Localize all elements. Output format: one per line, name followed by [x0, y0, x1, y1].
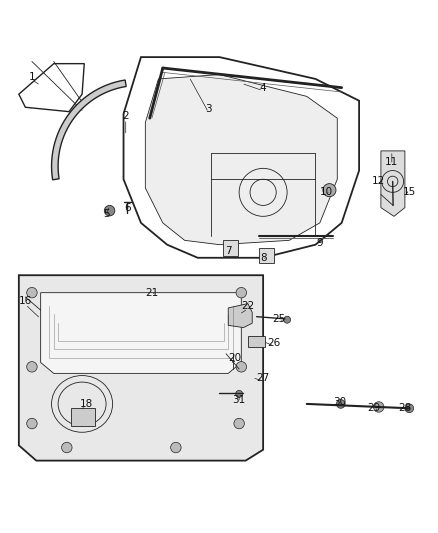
Circle shape — [283, 316, 290, 323]
Text: 20: 20 — [228, 353, 241, 363]
Circle shape — [27, 361, 37, 372]
Polygon shape — [380, 151, 404, 216]
Text: 31: 31 — [232, 394, 245, 405]
Text: 1: 1 — [28, 72, 35, 82]
Text: 8: 8 — [259, 253, 266, 263]
Text: 21: 21 — [145, 288, 158, 297]
Circle shape — [27, 287, 37, 298]
Circle shape — [404, 404, 413, 413]
Polygon shape — [51, 80, 126, 180]
Text: 5: 5 — [102, 209, 109, 219]
Text: 4: 4 — [259, 83, 266, 93]
Text: 16: 16 — [19, 296, 32, 306]
Text: 25: 25 — [271, 314, 284, 324]
Text: 26: 26 — [267, 338, 280, 348]
Text: 15: 15 — [402, 187, 415, 197]
Text: 27: 27 — [256, 373, 269, 383]
Text: 18: 18 — [80, 399, 93, 409]
Bar — [71, 408, 95, 426]
Circle shape — [373, 402, 383, 412]
Polygon shape — [145, 75, 336, 245]
Text: 28: 28 — [397, 403, 410, 413]
Polygon shape — [228, 304, 252, 328]
Text: 10: 10 — [319, 187, 332, 197]
Bar — [222, 240, 238, 256]
Circle shape — [233, 418, 244, 429]
Text: 22: 22 — [240, 301, 254, 311]
Circle shape — [322, 183, 335, 197]
Circle shape — [27, 418, 37, 429]
Text: 2: 2 — [122, 111, 129, 121]
Text: 7: 7 — [224, 246, 231, 256]
Text: 3: 3 — [205, 104, 212, 115]
Circle shape — [170, 442, 181, 453]
Circle shape — [235, 390, 242, 398]
Circle shape — [236, 361, 246, 372]
Text: 11: 11 — [384, 157, 398, 167]
Text: 29: 29 — [367, 403, 380, 413]
Polygon shape — [41, 293, 241, 374]
Circle shape — [236, 287, 246, 298]
Bar — [247, 336, 265, 347]
Text: 30: 30 — [332, 397, 345, 407]
Bar — [258, 248, 274, 263]
Text: 12: 12 — [371, 176, 385, 187]
Text: 9: 9 — [316, 238, 322, 247]
Circle shape — [104, 205, 115, 216]
Circle shape — [61, 442, 72, 453]
Circle shape — [336, 400, 344, 408]
Text: 6: 6 — [124, 203, 131, 213]
Polygon shape — [19, 275, 262, 461]
